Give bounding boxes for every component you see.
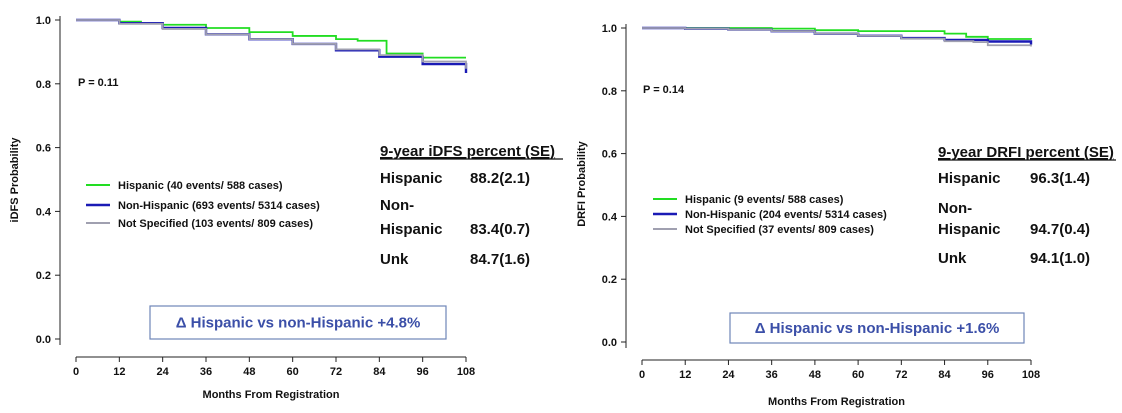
summary-row-value: 94.1(1.0) <box>1030 250 1090 267</box>
summary-row-label: Hispanic <box>380 221 443 238</box>
x-tick-label: 24 <box>722 369 735 381</box>
legend-label: Not Specified (37 events/ 809 cases) <box>685 224 874 236</box>
summary-row-label: Hispanic <box>380 170 443 187</box>
x-tick-label: 48 <box>243 366 255 378</box>
delta-box <box>729 312 1025 344</box>
y-tick-label: 0.8 <box>36 79 51 91</box>
summary-row-value: 96.3(1.4) <box>1030 170 1090 187</box>
km-curve-not-specified <box>76 19 467 69</box>
p-value-label: P = 0.11 <box>78 77 118 89</box>
y-tick-label: 0.0 <box>36 334 51 346</box>
delta-text: Δ Hispanic vs non-Hispanic +4.8% <box>176 315 421 332</box>
summary-row-value: 83.4(0.7) <box>470 221 530 238</box>
summary-row-label: Unk <box>938 250 967 267</box>
legend-label: Hispanic (40 events/ 588 cases) <box>118 180 283 192</box>
km-panel-1: 0.0 0.2 0.4 0.6 0.8 1.0 0 12 24 36 48 60 72 84 96 108 Mo… <box>9 15 563 401</box>
x-tick-label: 84 <box>938 369 951 381</box>
x-axis-label: Months From Registration <box>768 396 905 408</box>
summary-row-label: Hispanic <box>938 170 1001 187</box>
summary-heading: 9-year DRFI percent (SE) <box>938 144 1114 161</box>
summary-row-value: 84.7(1.6) <box>470 251 530 268</box>
x-tick-label: 24 <box>157 366 170 378</box>
y-tick-label: 0.4 <box>36 206 52 218</box>
summary-row-label: Unk <box>380 251 409 268</box>
y-axis-label: DRFI Probability <box>576 140 588 226</box>
x-tick-label: 0 <box>639 369 645 381</box>
legend-label: Hispanic (9 events/ 588 cases) <box>685 194 844 206</box>
x-tick-label: 72 <box>330 366 342 378</box>
x-tick-label: 108 <box>1022 369 1040 381</box>
summary-row-value: 94.7(0.4) <box>1030 221 1090 238</box>
y-tick-label: 0.2 <box>36 270 51 282</box>
x-tick-label: 36 <box>200 366 212 378</box>
legend-label: Non-Hispanic (204 events/ 5314 cases) <box>685 209 887 221</box>
x-axis-label: Months From Registration <box>203 389 340 401</box>
x-tick-label: 60 <box>287 366 299 378</box>
summary-row-label: Non- <box>380 197 414 214</box>
km-panel-2: 0.0 0.2 0.4 0.6 0.8 1.0 0 12 24 36 48 60 72 84 96 108 Mo… <box>576 23 1116 408</box>
y-tick-label: 1.0 <box>36 15 51 27</box>
km-curve-not-specified <box>642 27 1032 47</box>
x-tick-label: 108 <box>457 366 475 378</box>
legend-label: Not Specified (103 events/ 809 cases) <box>118 218 313 230</box>
y-tick-label: 0.6 <box>602 149 617 161</box>
x-tick-label: 72 <box>895 369 907 381</box>
summary-row-label: Non- <box>938 200 972 217</box>
x-tick-label: 12 <box>679 369 691 381</box>
y-tick-label: 0.6 <box>36 143 51 155</box>
x-tick-label: 96 <box>417 366 429 378</box>
x-tick-label: 84 <box>373 366 386 378</box>
summary-heading: 9-year iDFS percent (SE) <box>380 143 555 160</box>
y-tick-label: 0.2 <box>602 274 617 286</box>
y-tick-label: 0.8 <box>602 86 617 98</box>
y-tick-label: 0.4 <box>602 211 618 223</box>
x-tick-label: 36 <box>766 369 778 381</box>
legend-label: Non-Hispanic (693 events/ 5314 cases) <box>118 200 320 212</box>
y-tick-label: 1.0 <box>602 23 617 35</box>
x-tick-label: 96 <box>982 369 994 381</box>
p-value-label: P = 0.14 <box>643 84 685 96</box>
delta-text: Δ Hispanic vs non-Hispanic +1.6% <box>755 320 1000 337</box>
summary-row-label: Hispanic <box>938 221 1001 238</box>
km-curve-non-hispanic <box>76 18 468 73</box>
x-tick-label: 60 <box>852 369 864 381</box>
delta-box <box>149 305 447 340</box>
y-axis-label: iDFS Probability <box>9 137 21 223</box>
x-tick-label: 0 <box>73 366 79 378</box>
summary-row-value: 88.2(2.1) <box>470 170 530 187</box>
x-tick-label: 48 <box>809 369 821 381</box>
x-tick-label: 12 <box>113 366 125 378</box>
y-tick-label: 0.0 <box>602 337 617 349</box>
